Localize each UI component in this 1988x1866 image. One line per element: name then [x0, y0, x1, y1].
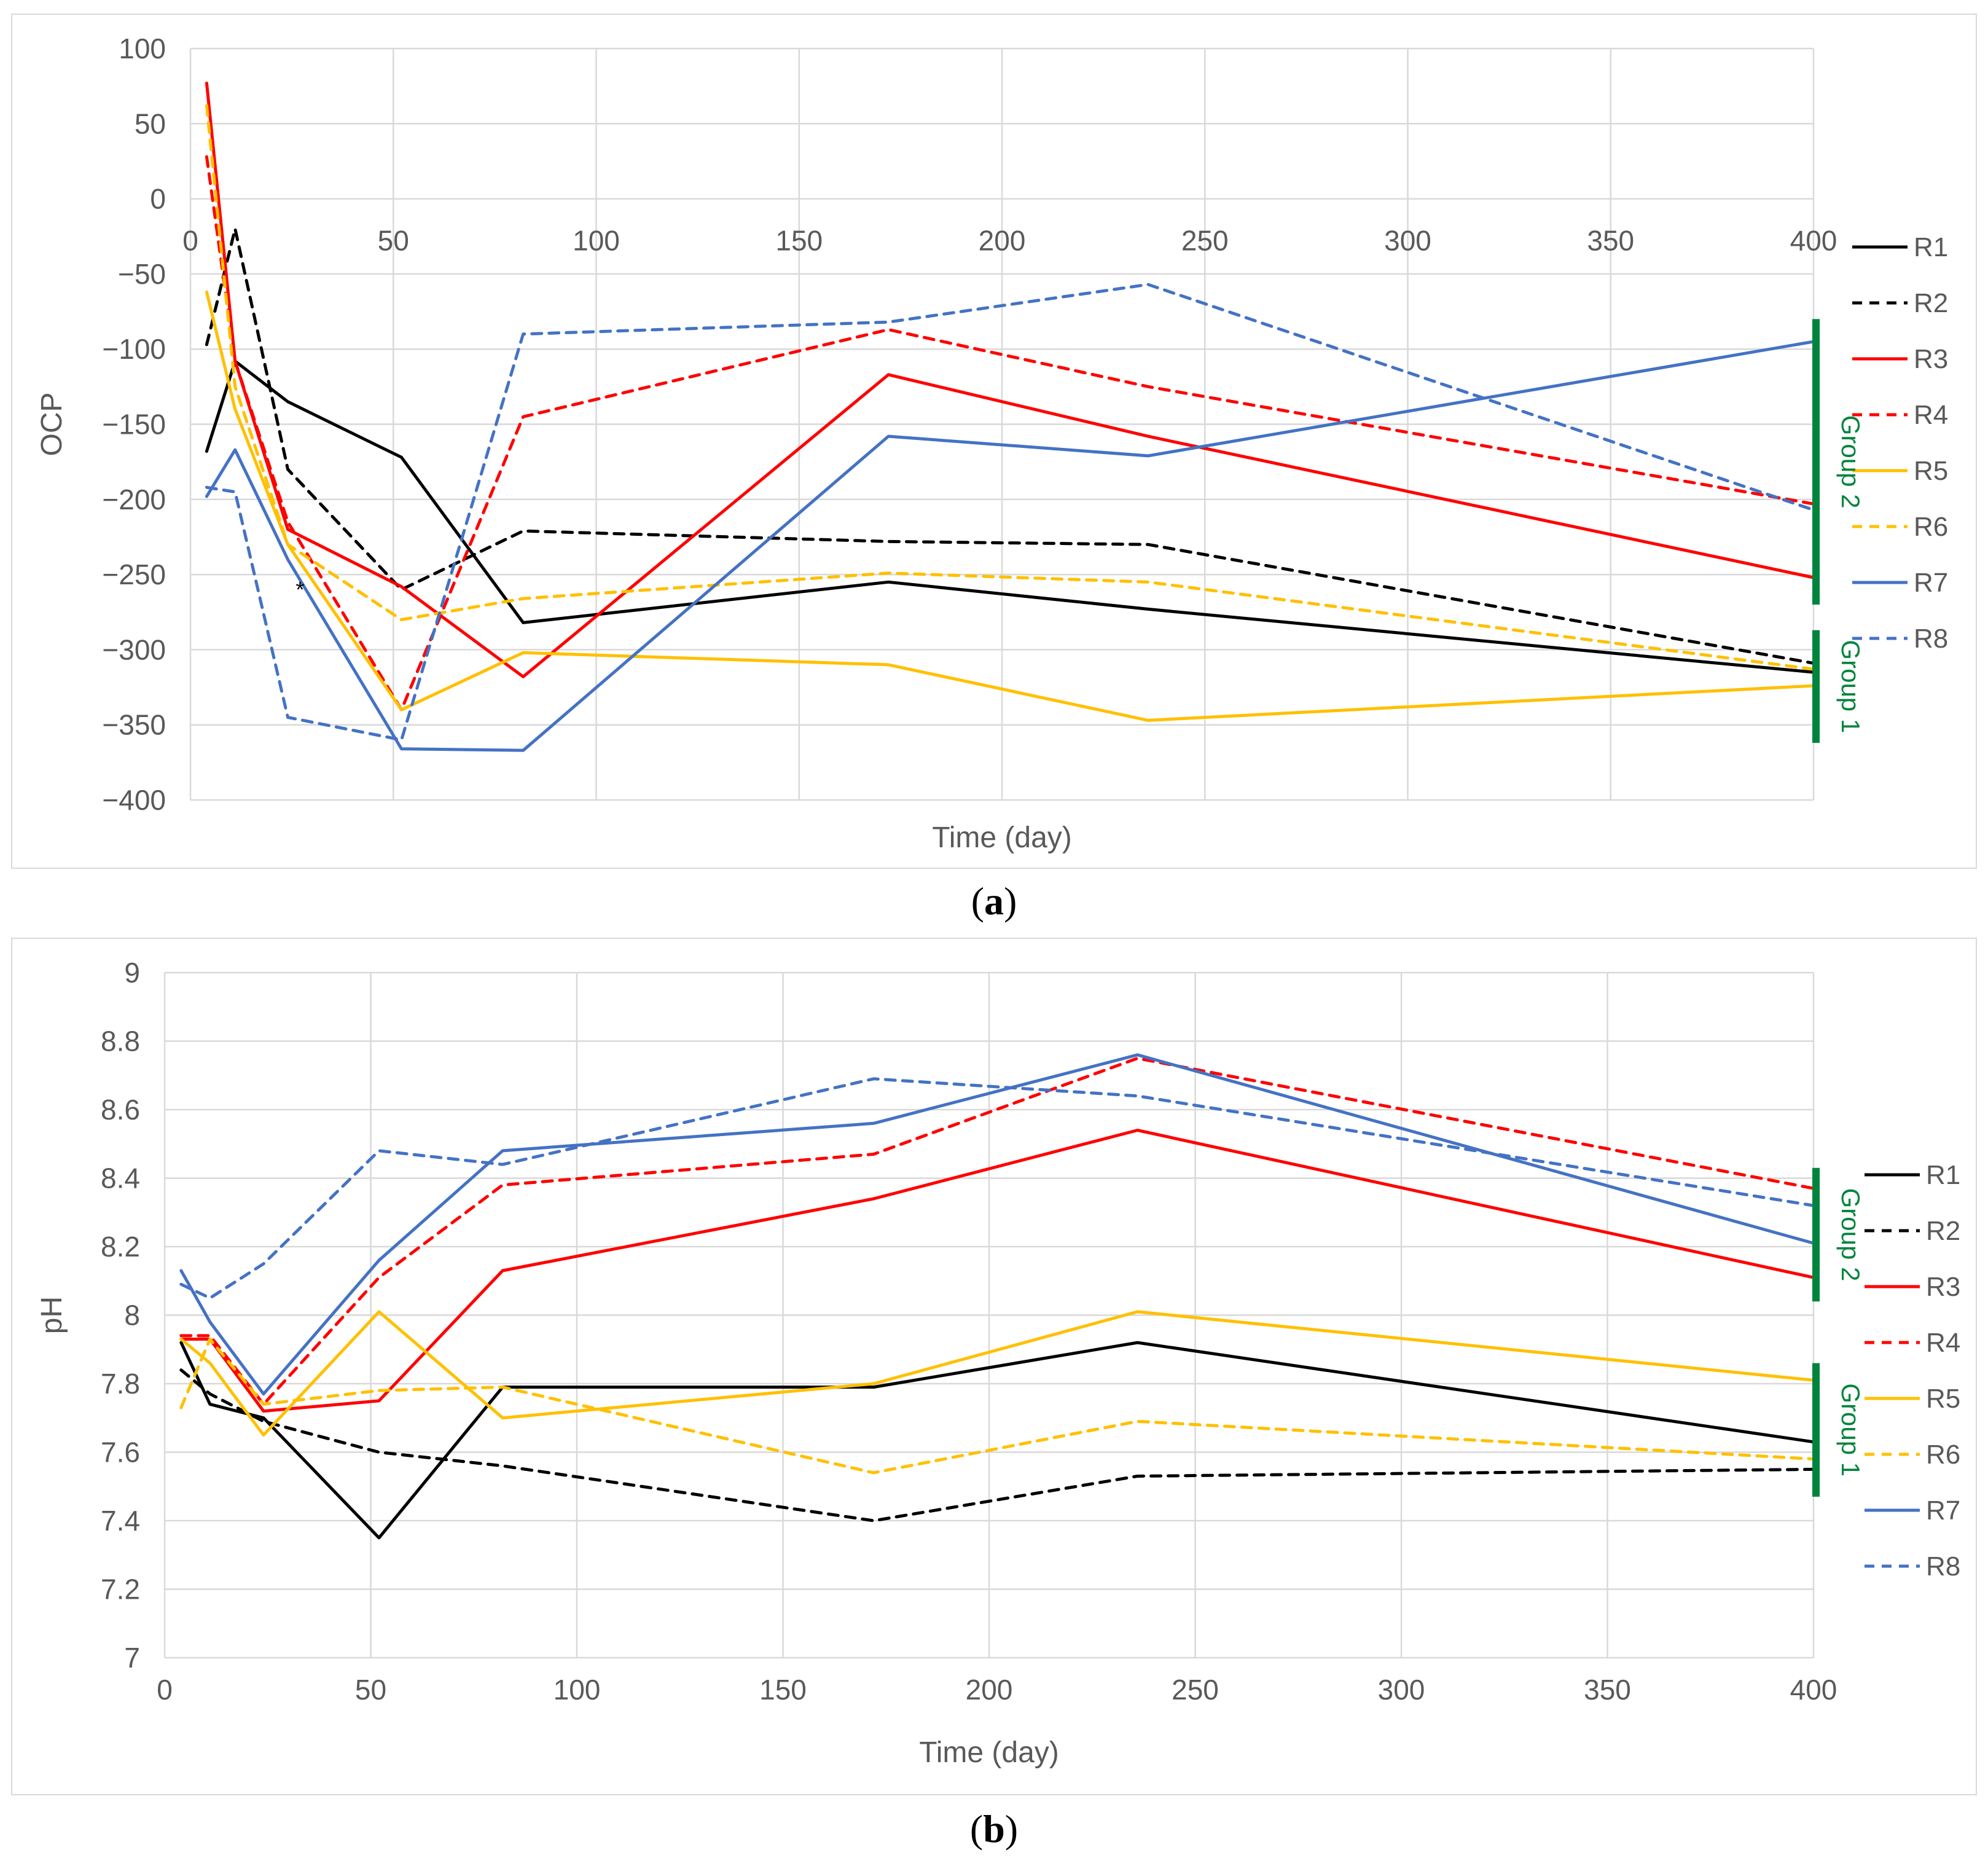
y-tick-label: 8.8: [101, 1025, 140, 1057]
x-axis-label: Time (day): [932, 821, 1072, 854]
y-tick-label: −350: [102, 709, 166, 741]
y-axis-label: OCP: [36, 392, 68, 456]
y-tick-label: −400: [102, 784, 166, 816]
x-tick-label: 150: [759, 1674, 807, 1706]
series-line-r5: [205, 290, 1815, 722]
x-tick-label: 0: [157, 1674, 173, 1706]
y-axis-label: pH: [36, 1296, 68, 1334]
y-tick-label: −200: [102, 484, 166, 516]
series-line-r4: [179, 1056, 1815, 1406]
chart-panel-b: 9 8.8 8.6 8.4 8.2 8 7.8 7.6 7.4 7.2 7 0 50 100 150 200 2…: [11, 938, 1977, 1795]
x-tick-label: 0: [182, 225, 198, 257]
x-tick-label: 200: [966, 1674, 1013, 1706]
series-line-r2: [179, 1368, 1815, 1523]
legend-label-r6: R6: [1926, 1440, 1960, 1470]
group-label-2: Group 1: [1836, 640, 1865, 733]
y-tick-label: 8.4: [101, 1162, 140, 1194]
y-tick-label: −250: [102, 559, 166, 590]
caption-a: (a): [971, 879, 1017, 923]
x-tick-label: 400: [1790, 1674, 1837, 1706]
legend-label-r2: R2: [1914, 288, 1948, 318]
series-line-r1: [205, 359, 1815, 674]
y-tick-label: −100: [102, 333, 166, 365]
x-tick-label: 50: [355, 1674, 386, 1706]
series-line-r5: [179, 1310, 1815, 1437]
group-bar-2: [1812, 630, 1820, 743]
x-tick-label: 250: [1181, 225, 1229, 257]
legend-label-r5: R5: [1914, 456, 1948, 486]
x-tick-label: 100: [573, 225, 620, 257]
y-tick-label: 100: [119, 33, 166, 65]
series-line-r7: [179, 1053, 1815, 1396]
y-tick-label: 9: [124, 957, 140, 989]
series-line-r8: [205, 283, 1815, 742]
legend-label-r4: R4: [1914, 400, 1948, 430]
caption-b-label: b: [983, 1807, 1005, 1851]
y-tick-label: −300: [102, 633, 166, 665]
y-tick-label: −150: [102, 409, 166, 441]
x-tick-label: 400: [1790, 225, 1837, 257]
legend-label-r2: R2: [1926, 1216, 1960, 1246]
series-line-r3: [179, 1129, 1815, 1413]
y-tick-label: −50: [118, 258, 166, 290]
x-tick-label: 350: [1584, 1674, 1631, 1706]
series-line-r4: [205, 155, 1815, 712]
group-label-1: Group 2: [1836, 1188, 1865, 1282]
caption-a-label: a: [984, 879, 1004, 923]
y-tick-label: 7.6: [101, 1437, 140, 1468]
legend-label-r3: R3: [1926, 1272, 1960, 1302]
series-line-r6: [179, 1338, 1815, 1475]
y-tick-label: 8: [124, 1300, 140, 1331]
x-tick-label: 300: [1384, 225, 1431, 257]
series-line-r1: [179, 1341, 1815, 1540]
legend-label-r5: R5: [1926, 1384, 1960, 1414]
legend-label-r1: R1: [1926, 1160, 1960, 1190]
y-tick-label: 50: [135, 108, 166, 139]
x-tick-label: 350: [1587, 225, 1634, 257]
y-tick-label: 8.6: [101, 1094, 140, 1126]
ocp-chart: 100 50 0 −50 −100 −150 −200 −250 −300 −350 −400 0 50…: [36, 33, 1948, 854]
legend-label-r4: R4: [1926, 1328, 1960, 1358]
series-line-r6: [205, 104, 1815, 671]
x-tick-label: 150: [775, 225, 823, 257]
group-bar-1: [1812, 319, 1820, 605]
x-tick-label: 50: [378, 225, 409, 257]
y-tick-label: 7: [124, 1642, 140, 1674]
legend-label-r7: R7: [1914, 568, 1948, 598]
x-tick-label: 100: [554, 1674, 601, 1706]
group-bar-2: [1812, 1363, 1820, 1497]
ph-chart: 9 8.8 8.6 8.4 8.2 8 7.8 7.6 7.4 7.2 70 50 100 150 200 2…: [36, 957, 1960, 1769]
legend-label-r1: R1: [1914, 232, 1948, 262]
series-line-r8: [179, 1077, 1815, 1300]
y-tick-label: 8.2: [101, 1231, 140, 1263]
series-line-r2: [205, 227, 1815, 665]
group-bar-1: [1812, 1167, 1820, 1302]
series-line-r7: [205, 340, 1815, 752]
x-axis-label: Time (day): [919, 1736, 1059, 1769]
legend-label-r7: R7: [1926, 1496, 1960, 1526]
group-label-1: Group 2: [1836, 415, 1865, 509]
series-line-r3: [205, 81, 1815, 678]
caption-b: (b): [969, 1807, 1019, 1851]
y-tick-label: 0: [150, 183, 166, 215]
chart-panel-a: 100 50 0 −50 −100 −150 −200 −250 −300 −350 −400 0 50…: [11, 14, 1977, 869]
x-tick-label: 200: [979, 225, 1026, 257]
y-tick-label: 7.8: [101, 1368, 140, 1400]
group-label-2: Group 1: [1836, 1383, 1865, 1476]
y-tick-label: 7.2: [101, 1574, 140, 1605]
x-tick-label: 300: [1378, 1674, 1425, 1706]
legend-label-r8: R8: [1926, 1551, 1960, 1582]
legend-label-r8: R8: [1914, 624, 1948, 654]
legend-label-r6: R6: [1914, 512, 1948, 542]
y-tick-label: 7.4: [101, 1505, 140, 1537]
annotation-asterisk: *: [295, 577, 304, 602]
legend-label-r3: R3: [1914, 344, 1948, 374]
x-tick-label: 250: [1172, 1674, 1219, 1706]
